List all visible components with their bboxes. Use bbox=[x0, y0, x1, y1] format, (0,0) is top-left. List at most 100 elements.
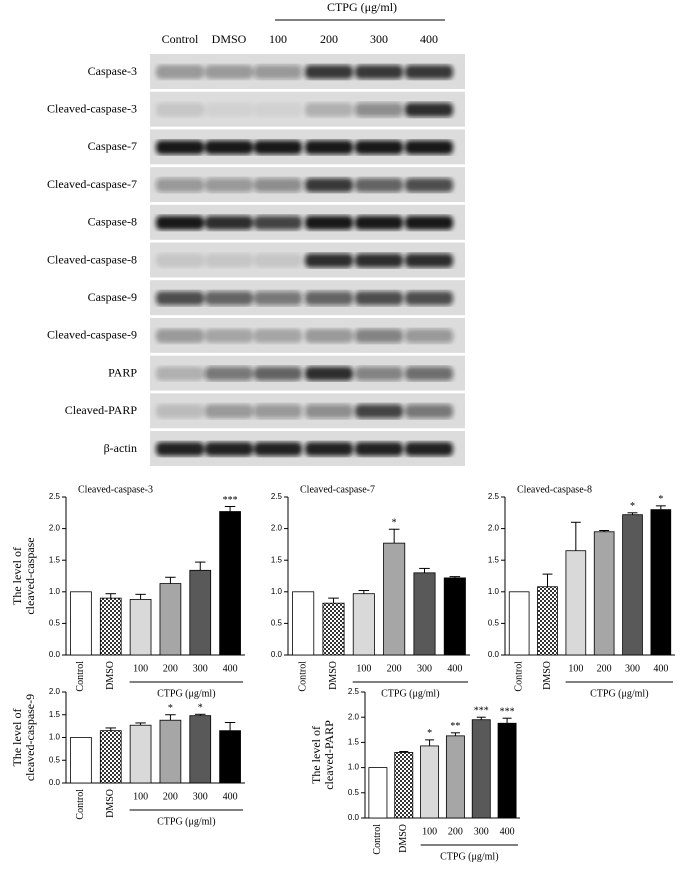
significance: * bbox=[658, 494, 663, 505]
blot-row-label: β-actin bbox=[104, 441, 137, 455]
x-tick-label: 200 bbox=[163, 791, 178, 802]
bar bbox=[219, 730, 241, 784]
x-tick-label: 100 bbox=[133, 791, 148, 802]
y-tick-label: 0.0 bbox=[348, 813, 360, 822]
blot-band bbox=[254, 140, 302, 155]
chart-title: Cleaved-caspase-8 bbox=[517, 484, 592, 495]
y-tick-label: 0.5 bbox=[348, 788, 360, 797]
y-axis-label: The level of bbox=[10, 709, 24, 767]
blot-band bbox=[405, 404, 453, 419]
bar bbox=[159, 583, 182, 656]
bar bbox=[219, 511, 241, 656]
bar bbox=[497, 722, 517, 819]
x-tick-label: Control bbox=[513, 661, 524, 692]
blot-band bbox=[205, 291, 253, 306]
y-tick-label: 2.0 bbox=[348, 712, 360, 721]
y-tick-label: 0.5 bbox=[488, 619, 500, 628]
blot-row-label: Cleaved-caspase-7 bbox=[47, 177, 137, 191]
group-label: CTPG (μg/ml) bbox=[157, 688, 215, 699]
y-tick-label: 2.5 bbox=[49, 492, 61, 501]
y-tick-label: 1.0 bbox=[488, 587, 500, 596]
x-tick-label: DMSO bbox=[105, 789, 116, 818]
bar bbox=[352, 593, 375, 656]
blot-row-label: Cleaved-PARP bbox=[65, 403, 138, 417]
bar bbox=[129, 724, 152, 784]
blot-row-label: Caspase-3 bbox=[88, 64, 137, 78]
blot-bands bbox=[156, 442, 453, 456]
blot-band bbox=[405, 178, 453, 193]
blot-band bbox=[254, 102, 302, 117]
blot-band bbox=[355, 65, 403, 79]
x-tick-label: 300 bbox=[193, 791, 208, 802]
lane-label: DMSO bbox=[212, 32, 247, 46]
bar bbox=[129, 598, 152, 656]
blot-band bbox=[205, 442, 253, 456]
bar bbox=[292, 591, 315, 656]
blot-band bbox=[405, 65, 453, 79]
blot-band bbox=[205, 215, 253, 230]
lane-label: 400 bbox=[420, 32, 438, 46]
blot-bands bbox=[156, 215, 453, 230]
blot-band bbox=[405, 366, 453, 381]
blot-band bbox=[355, 328, 403, 343]
group-label: CTPG (μg/ml) bbox=[590, 688, 648, 699]
blot-band bbox=[254, 65, 302, 79]
bar bbox=[394, 752, 414, 819]
x-tick-label: Control bbox=[75, 789, 86, 820]
bar bbox=[445, 735, 465, 819]
x-tick-label: Control bbox=[75, 661, 86, 692]
bar bbox=[471, 719, 491, 819]
significance: * bbox=[427, 728, 432, 739]
blot-row-label: Cleaved-caspase-8 bbox=[47, 252, 137, 266]
bar bbox=[565, 550, 587, 656]
y-tick-label: 1.0 bbox=[49, 733, 61, 742]
blot-band bbox=[405, 102, 453, 117]
group-label: CTPG (μg/ml) bbox=[381, 688, 439, 699]
blot-band bbox=[405, 328, 453, 343]
blot-band bbox=[305, 65, 353, 79]
x-tick-label: 400 bbox=[223, 663, 238, 674]
lane-label: 100 bbox=[269, 32, 287, 46]
blot-band bbox=[355, 215, 403, 230]
x-tick-label: Control bbox=[297, 661, 308, 692]
significance: *** bbox=[474, 705, 489, 716]
y-tick-label: 1.5 bbox=[348, 738, 360, 747]
blot-band bbox=[205, 328, 253, 343]
blot-band bbox=[205, 102, 253, 117]
blot-band bbox=[156, 140, 204, 155]
x-tick-label: DMSO bbox=[105, 661, 116, 690]
blot-band bbox=[355, 366, 403, 381]
lane-label: Control bbox=[162, 32, 199, 46]
x-tick-label: 400 bbox=[500, 826, 515, 837]
bar bbox=[650, 509, 672, 656]
x-tick-label: 200 bbox=[597, 663, 612, 674]
blot-bands bbox=[156, 140, 453, 155]
x-tick-label: 100 bbox=[356, 663, 371, 674]
bar bbox=[420, 745, 440, 819]
x-tick-label: 400 bbox=[223, 791, 238, 802]
x-tick-label: 200 bbox=[387, 663, 402, 674]
y-axis-label: cleaved-caspase-9 bbox=[23, 694, 37, 781]
blot-band bbox=[355, 102, 403, 117]
y-tick-label: 1.0 bbox=[348, 763, 360, 772]
bar bbox=[537, 586, 558, 656]
blot-band bbox=[205, 178, 253, 193]
blot-band bbox=[405, 442, 453, 456]
blot-band bbox=[156, 253, 204, 268]
x-tick-label: 400 bbox=[447, 663, 462, 674]
bar bbox=[189, 569, 212, 656]
blot-band bbox=[405, 253, 453, 268]
group-label: CTPG (μg/ml) bbox=[440, 851, 498, 862]
significance: * bbox=[198, 703, 203, 714]
bar bbox=[189, 715, 212, 784]
significance: * bbox=[168, 703, 173, 714]
y-tick-label: 2.5 bbox=[488, 492, 500, 501]
y-tick-label: 2.5 bbox=[271, 492, 283, 501]
blot-band bbox=[205, 140, 253, 155]
bar bbox=[70, 591, 92, 656]
blot-band bbox=[205, 65, 253, 79]
blot-row-label: Caspase-9 bbox=[88, 290, 137, 304]
blot-row-label: PARP bbox=[108, 365, 137, 379]
x-tick-label: 400 bbox=[653, 663, 668, 674]
